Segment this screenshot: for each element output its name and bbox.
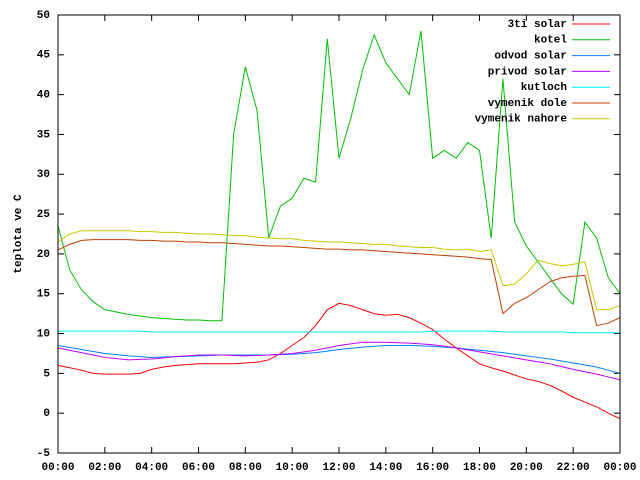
y-axis-label: teplota ve C — [13, 194, 25, 274]
y-tick-label: -5 — [37, 448, 51, 460]
y-tick-label: 10 — [37, 328, 50, 340]
legend-label: 3ti solar — [508, 19, 567, 31]
x-tick-label: 02:00 — [88, 462, 121, 474]
y-tick-label: 0 — [43, 408, 50, 420]
series-line — [57, 230, 621, 311]
x-tick-label: 12:00 — [322, 462, 355, 474]
series-line — [57, 341, 621, 381]
x-tick-label: 18:00 — [463, 462, 496, 474]
y-tick-label: 40 — [37, 90, 50, 102]
x-tick-label: 10:00 — [276, 462, 309, 474]
series-line — [57, 302, 621, 420]
legend-label: privod solar — [488, 66, 567, 78]
legend-label: vymenik dole — [488, 98, 568, 110]
legend-label: vymenik nahore — [475, 114, 568, 126]
y-tick-label: 20 — [37, 249, 50, 261]
series-line — [57, 344, 621, 374]
x-tick-label: 04:00 — [135, 462, 168, 474]
x-tick-label: 16:00 — [416, 462, 449, 474]
series-line — [57, 30, 621, 322]
legend-label: kutloch — [521, 82, 567, 94]
y-tick-label: 45 — [37, 50, 51, 62]
x-tick-label: 08:00 — [229, 462, 262, 474]
x-tick-label: 22:00 — [557, 462, 590, 474]
y-tick-label: 5 — [43, 368, 50, 380]
x-tick-label: 00:00 — [603, 462, 636, 474]
plot-border — [57, 14, 621, 454]
y-tick-label: 35 — [37, 129, 51, 141]
y-tick-label: 15 — [37, 289, 51, 301]
y-tick-label: 30 — [37, 169, 50, 181]
x-tick-label: 00:00 — [41, 462, 74, 474]
legend-label: odvod solar — [494, 51, 567, 63]
series-line — [57, 239, 621, 327]
x-tick-label: 20:00 — [510, 462, 543, 474]
y-tick-label: 50 — [37, 10, 50, 22]
legend-label: kotel — [534, 35, 567, 47]
series-line — [58, 330, 620, 334]
y-tick-label: 25 — [37, 209, 51, 221]
x-tick-label: 06:00 — [182, 462, 215, 474]
x-tick-label: 14:00 — [369, 462, 402, 474]
